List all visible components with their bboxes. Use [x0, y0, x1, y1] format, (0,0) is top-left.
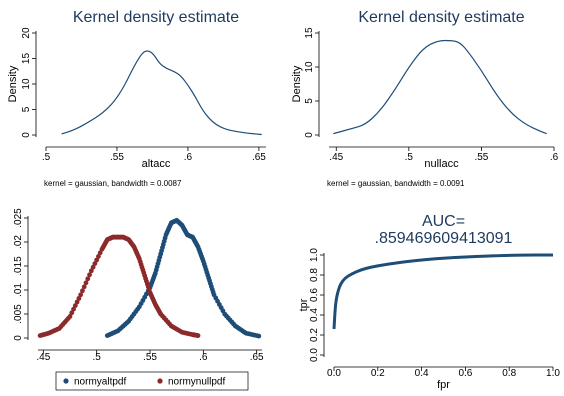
- legend: normyaltpdf normynullpdf: [55, 371, 249, 391]
- data-point: [74, 299, 80, 305]
- y-tick-label: 0.0: [309, 348, 320, 362]
- y-tick-label: 15: [304, 27, 315, 39]
- x-tick-label: .6: [550, 152, 559, 163]
- x-tick-label: 0.2: [371, 368, 385, 379]
- series-normynullpdf: [37, 234, 201, 338]
- y-tick-label: .015: [13, 256, 24, 276]
- x-tick-label: 1.0: [546, 368, 560, 379]
- data-point: [80, 288, 85, 294]
- data-point: [90, 264, 96, 270]
- y-tick-label: 0.8: [309, 268, 320, 282]
- y-axis-label: Density: [7, 65, 19, 102]
- y-tick-label: 5: [21, 106, 32, 112]
- x-tick-label: .5: [92, 352, 101, 363]
- x-tick-label: .55: [110, 152, 124, 163]
- x-tick-label: 0.0: [327, 368, 341, 379]
- x-tick-label: .5: [42, 152, 51, 163]
- y-tick-label: .005: [13, 304, 24, 324]
- x-axis-label: fpr: [437, 379, 450, 391]
- x-tick-label: .55: [474, 152, 488, 163]
- y-tick-label: 1.0: [309, 248, 320, 262]
- data-point: [72, 303, 78, 308]
- chart-title: AUC=: [422, 213, 465, 230]
- y-tick-label: .01: [13, 283, 24, 297]
- y-tick-label: 10: [21, 78, 32, 90]
- y-tick-label: 0: [21, 132, 32, 138]
- y-tick-label: 0: [13, 335, 24, 341]
- x-tick-label: 0.8: [502, 368, 516, 379]
- legend-box: [55, 371, 249, 391]
- y-tick-label: 0: [304, 132, 315, 138]
- altacc-kde-chart: Kernel density estimate 0 5 10 15 20 .5 .55 .6 .6…: [7, 9, 266, 188]
- x-axis-label: altacc: [142, 158, 171, 170]
- data-point: [67, 314, 73, 319]
- y-tick-label: 5: [304, 98, 315, 104]
- data-point: [71, 306, 76, 312]
- x-tick-label: .65: [250, 352, 264, 363]
- chart-subtitle: .859469609413091: [375, 230, 513, 247]
- y-tick-label: 20: [21, 27, 32, 39]
- y-tick-label: 15: [21, 53, 32, 65]
- chart-note: kernel = gaussian, bandwidth = 0.0091: [327, 179, 465, 188]
- legend-marker: [157, 378, 163, 384]
- x-tick-label: 0.6: [458, 368, 472, 379]
- chart-title: Kernel density estimate: [358, 9, 524, 26]
- normal-pdfs-chart: 0.005.01.015.02.025.45.5.55.6.65normyalt…: [13, 208, 264, 391]
- x-tick-label: .6: [199, 352, 208, 363]
- data-point: [78, 292, 84, 298]
- data-point: [81, 284, 87, 290]
- y-tick-label: .025: [13, 208, 24, 228]
- x-tick-label: .55: [143, 352, 157, 363]
- data-point: [256, 333, 262, 339]
- data-point: [83, 280, 89, 286]
- x-tick-label: .65: [252, 152, 266, 163]
- series-normyaltpdf: [104, 218, 262, 339]
- data-point: [96, 254, 101, 259]
- data-point: [92, 261, 98, 266]
- data-point: [94, 257, 100, 263]
- y-tick-label: 0.6: [309, 288, 320, 302]
- chart-title: Kernel density estimate: [73, 9, 239, 26]
- legend-label: normyaltpdf: [74, 377, 126, 388]
- x-tick-label: .45: [329, 152, 343, 163]
- x-tick-label: .45: [36, 352, 50, 363]
- legend-marker: [63, 378, 69, 384]
- x-tick-label: 0.4: [415, 368, 429, 379]
- y-tick-label: 0.2: [309, 328, 320, 342]
- data-point: [97, 250, 103, 256]
- data-point: [85, 276, 91, 282]
- y-tick-label: .02: [13, 235, 24, 249]
- x-tick-label: .5: [405, 152, 414, 163]
- data-point: [87, 272, 92, 278]
- data-point: [69, 310, 75, 316]
- data-point: [195, 333, 201, 338]
- legend-label: normynullpdf: [168, 377, 225, 388]
- series-line: [332, 253, 553, 330]
- y-tick-label: 0.4: [309, 308, 320, 322]
- x-tick-label: .6: [184, 152, 193, 163]
- nullacc-kde-chart: Kernel density estimate 0 5 10 15 .45 .5 .55 .6 n…: [291, 9, 559, 188]
- y-tick-label: 10: [304, 61, 315, 73]
- x-axis-label: nullacc: [424, 158, 459, 170]
- chart-note: kernel = gaussian, bandwidth = 0.0087: [44, 179, 182, 188]
- series-line: [61, 50, 262, 136]
- data-point: [88, 268, 94, 274]
- y-axis-label: Density: [291, 65, 303, 102]
- y-axis-label: tpr: [298, 298, 310, 311]
- data-point: [76, 296, 82, 301]
- series-line: [333, 39, 547, 135]
- roc-curve-chart: AUC=.859469609413091 0.0 0.2 0.4 0.6 0.8 1.0 0.…: [298, 213, 560, 391]
